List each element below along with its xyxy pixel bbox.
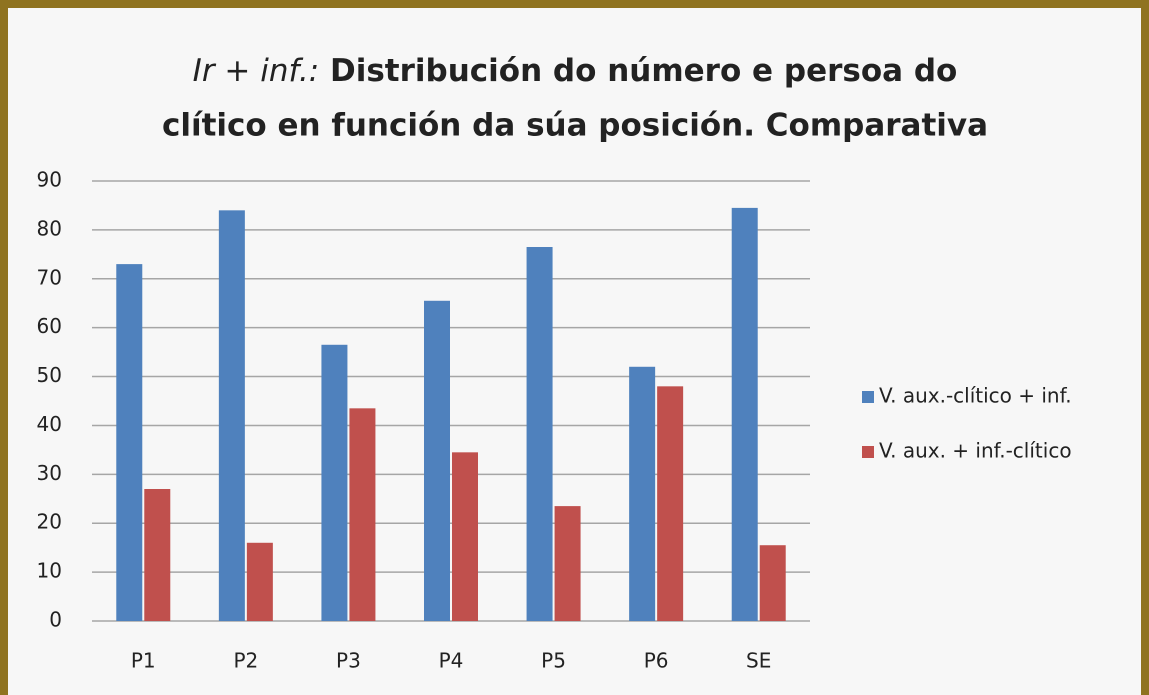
bar (526, 247, 553, 621)
x-tick-label: SE (746, 649, 771, 673)
y-tick-label: 50 (37, 363, 62, 387)
y-tick-label: 90 (37, 168, 62, 192)
bar (731, 207, 758, 621)
y-tick-label: 30 (37, 461, 62, 485)
title-emphasis: Ir + inf.: (193, 53, 320, 89)
x-tick-label: P6 (644, 649, 669, 673)
bar (218, 210, 245, 622)
x-tick-label: P4 (439, 649, 464, 673)
legend-label: V. aux. + inf.-clítico (879, 439, 1072, 463)
bar (116, 264, 143, 621)
bar (554, 506, 581, 621)
legend-swatch (862, 391, 874, 403)
y-tick-label: 60 (37, 314, 62, 338)
title-line: Distribución do número e persoa do (330, 53, 957, 89)
title-line: clítico en función da súa posición. Comp… (162, 108, 988, 144)
bar (759, 545, 786, 621)
bar (144, 489, 171, 621)
bar (452, 452, 478, 621)
y-tick-label: 70 (37, 265, 62, 289)
bar (321, 344, 348, 621)
y-tick-label: 0 (49, 608, 62, 632)
chart-title: Ir + inf.: Distribución do número e pers… (193, 53, 958, 89)
y-tick-label: 40 (37, 412, 62, 436)
x-tick-label: P3 (336, 649, 361, 673)
bar (424, 300, 450, 621)
x-tick-label: P2 (233, 649, 258, 673)
bar (246, 542, 273, 621)
y-tick-label: 80 (37, 216, 62, 240)
bar (657, 386, 684, 621)
bar (349, 408, 376, 621)
x-tick-label: P5 (541, 649, 566, 673)
y-tick-label: 10 (37, 559, 62, 583)
x-tick-label: P1 (131, 649, 156, 673)
bar (629, 366, 656, 621)
legend-swatch (862, 446, 874, 458)
y-tick-label: 20 (37, 510, 62, 534)
legend-label: V. aux.-clítico + inf. (879, 384, 1072, 408)
